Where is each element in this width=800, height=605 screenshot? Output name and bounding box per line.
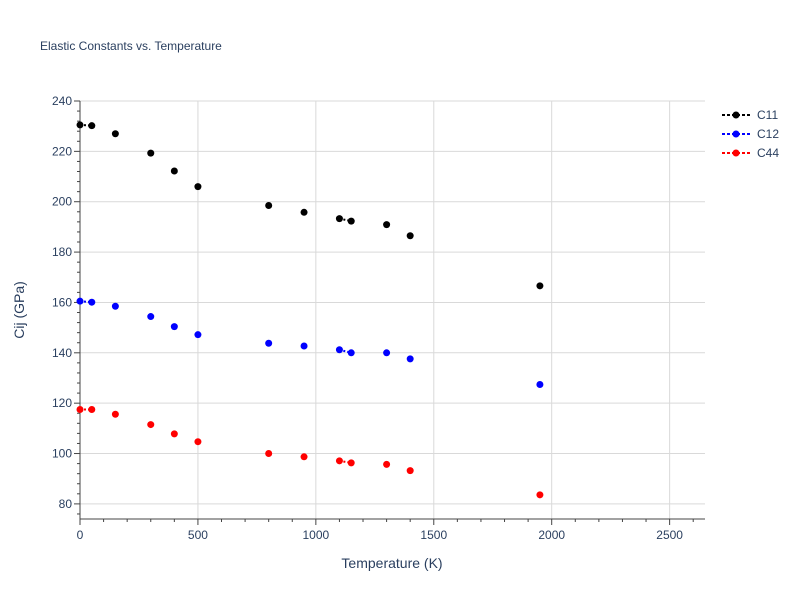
data-point[interactable] [76, 121, 84, 129]
data-point[interactable] [76, 405, 84, 413]
chart-title: Elastic Constants vs. Temperature [40, 39, 222, 53]
data-point[interactable] [170, 323, 178, 331]
axes [74, 100, 705, 525]
data-point[interactable] [406, 355, 414, 363]
x-tick-label: 2500 [656, 528, 683, 542]
series-c12 [76, 297, 544, 389]
data-point[interactable] [406, 467, 414, 475]
legend-label: C12 [757, 127, 779, 141]
legend-item-c12[interactable]: C12 [722, 127, 779, 141]
y-axis-label: Cij (GPa) [11, 281, 27, 339]
y-tick-label: 100 [52, 447, 72, 461]
series-layer [76, 121, 544, 499]
data-point[interactable] [335, 215, 343, 223]
data-point[interactable] [88, 298, 96, 306]
data-point[interactable] [111, 302, 119, 310]
data-point[interactable] [347, 217, 355, 225]
data-point[interactable] [406, 232, 414, 240]
y-tick-label: 140 [52, 346, 72, 360]
legend-swatch-marker [732, 130, 740, 138]
y-tick-label: 240 [52, 94, 72, 108]
series-c11 [76, 121, 544, 290]
data-point[interactable] [194, 183, 202, 191]
data-point[interactable] [536, 282, 544, 290]
y-tick-label: 120 [52, 396, 72, 410]
data-point[interactable] [265, 339, 273, 347]
data-point[interactable] [335, 346, 343, 354]
y-tick-label: 180 [52, 245, 72, 259]
data-point[interactable] [88, 122, 96, 130]
x-tick-label: 1000 [302, 528, 329, 542]
data-point[interactable] [88, 405, 96, 413]
data-point[interactable] [76, 297, 84, 305]
data-point[interactable] [300, 342, 308, 350]
x-tick-labels: 0 500 1000 1500 2000 2500 [77, 528, 684, 542]
data-point[interactable] [147, 421, 155, 429]
data-point[interactable] [536, 381, 544, 389]
legend: C11 C12 C44 [722, 108, 779, 160]
legend-item-c44[interactable]: C44 [722, 146, 779, 160]
y-tick-label: 80 [59, 497, 73, 511]
x-tick-label: 2000 [538, 528, 565, 542]
legend-swatch-marker [732, 111, 740, 119]
data-point[interactable] [300, 453, 308, 461]
x-axis-label: Temperature (K) [341, 555, 442, 571]
data-point[interactable] [383, 349, 391, 357]
data-point[interactable] [265, 450, 273, 458]
y-tick-label: 160 [52, 295, 72, 309]
legend-label: C11 [757, 108, 778, 122]
data-point[interactable] [383, 460, 391, 468]
y-tick-label: 200 [52, 195, 72, 209]
y-tick-labels: 80 100 120 140 160 180 200 220 240 [52, 94, 72, 511]
data-point[interactable] [170, 430, 178, 438]
data-point[interactable] [347, 459, 355, 467]
y-tick-label: 220 [52, 144, 72, 158]
x-tick-label: 500 [188, 528, 208, 542]
legend-label: C44 [757, 146, 779, 160]
data-point[interactable] [147, 313, 155, 321]
data-point[interactable] [536, 491, 544, 499]
data-point[interactable] [300, 208, 308, 216]
x-tick-label: 0 [77, 528, 84, 542]
x-tick-label: 1500 [420, 528, 447, 542]
data-point[interactable] [147, 149, 155, 157]
data-point[interactable] [347, 349, 355, 357]
legend-swatch-marker [732, 149, 740, 157]
data-point[interactable] [383, 221, 391, 229]
data-point[interactable] [194, 438, 202, 446]
data-point[interactable] [111, 130, 119, 138]
grid [79, 100, 705, 519]
data-point[interactable] [335, 457, 343, 465]
legend-item-c11[interactable]: C11 [722, 108, 778, 122]
data-point[interactable] [194, 331, 202, 339]
data-point[interactable] [111, 410, 119, 418]
series-c44 [76, 405, 544, 499]
data-point[interactable] [170, 167, 178, 175]
data-point[interactable] [265, 202, 273, 209]
